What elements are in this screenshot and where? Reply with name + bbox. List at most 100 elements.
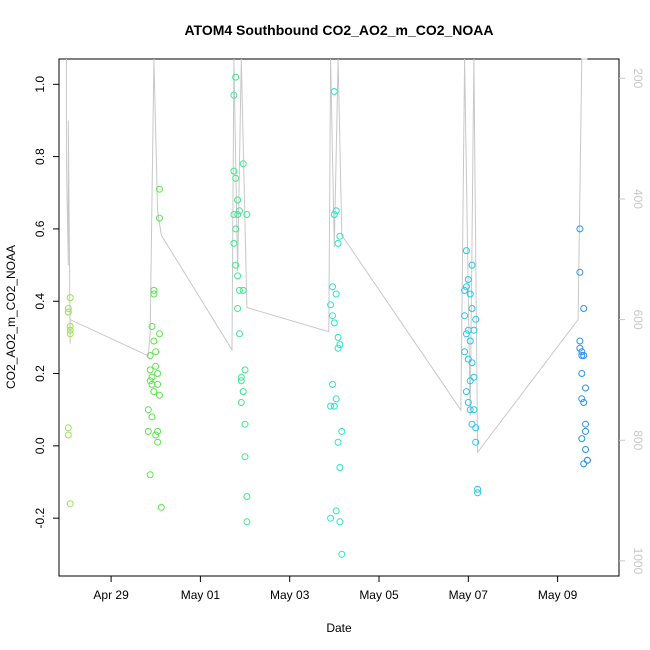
x-tick-label: May 07 [449,588,489,602]
x-tick-label: May 03 [270,588,310,602]
x-axis-label: Date [326,621,352,635]
data-point [580,352,588,359]
data-point [66,323,74,330]
data-point [146,366,154,374]
data-point [329,380,336,388]
data-point [470,373,478,381]
data-point [237,377,245,385]
x-tick-label: May 01 [181,588,221,602]
data-point [236,286,243,294]
data-point [156,391,163,399]
data-point [64,308,72,316]
data-point [576,344,584,352]
data-point [464,355,472,363]
data-point [576,337,584,345]
y2-tick-label: 200 [631,68,645,88]
data-point [468,305,476,312]
data-point [157,503,165,511]
y-axis: -0.2 0.0 0.2 0.4 0.6 0.8 1.0 [33,76,59,528]
data-point [154,380,162,388]
data-point [156,185,163,193]
right-axis-series-line [65,58,588,454]
data-point [461,286,469,294]
y-tick-label: 0.2 [33,365,47,382]
data-point [241,453,249,461]
data-point [66,330,74,338]
data-point [146,377,154,385]
data-point [462,330,470,338]
x-tick-label: Apr 29 [93,588,129,602]
data-points [64,73,591,558]
data-point [582,427,589,435]
data-point [146,352,154,359]
data-point [464,399,472,406]
data-point [156,214,163,222]
data-point [578,370,586,377]
y-tick-label: -0.2 [33,507,47,528]
data-point [468,261,476,269]
data-point [241,366,249,374]
data-point [241,420,249,428]
data-point [472,315,480,323]
right-y-axis: 200 400 600 800 1000 [619,68,645,575]
y-tick-label: 0.0 [33,437,47,454]
data-point [64,431,72,439]
y2-tick-label: 1000 [631,548,645,575]
data-point [232,261,240,269]
data-point [243,518,251,526]
x-tick-label: May 05 [359,588,399,602]
data-point [148,323,156,330]
data-point [336,232,344,240]
data-point [330,319,338,327]
data-point [234,272,242,280]
data-point [582,446,589,453]
data-point [232,174,240,182]
data-point [154,427,162,435]
data-point [230,239,238,247]
y2-tick-label: 600 [631,310,645,330]
data-point [330,402,338,410]
data-point [327,402,335,410]
data-point [580,399,588,406]
data-point [329,283,336,291]
data-point [230,167,238,175]
data-point [576,268,584,276]
data-point [472,424,480,432]
data-point [582,384,589,392]
data-point [576,225,584,233]
data-point [243,211,251,218]
data-point [64,424,72,432]
data-point [66,294,74,302]
y-tick-label: 1.0 [33,76,47,93]
data-point [330,88,338,95]
data-point [582,420,589,428]
y2-tick-label: 400 [631,189,645,209]
data-point [466,290,474,298]
data-point [578,352,586,359]
data-point [239,160,247,168]
data-point [234,196,242,204]
data-point [462,247,470,255]
data-point [580,460,588,468]
data-point [148,373,156,381]
data-point [336,464,344,471]
data-point [332,395,340,403]
data-point [327,301,335,309]
data-point [230,91,238,99]
data-point [150,337,158,345]
data-point [338,427,346,435]
data-point [470,326,478,334]
y2-tick-label: 800 [631,430,645,450]
plot-frame [58,58,620,577]
data-point [232,225,240,233]
y-tick-label: 0.6 [33,220,47,237]
data-point [152,431,160,439]
y-tick-label: 0.4 [33,293,47,310]
data-point [239,388,247,396]
data-point [336,518,344,526]
data-point [462,388,470,396]
grey-series-line [65,58,588,454]
data-point [468,359,476,367]
data-point [154,370,162,377]
data-point [243,493,251,500]
